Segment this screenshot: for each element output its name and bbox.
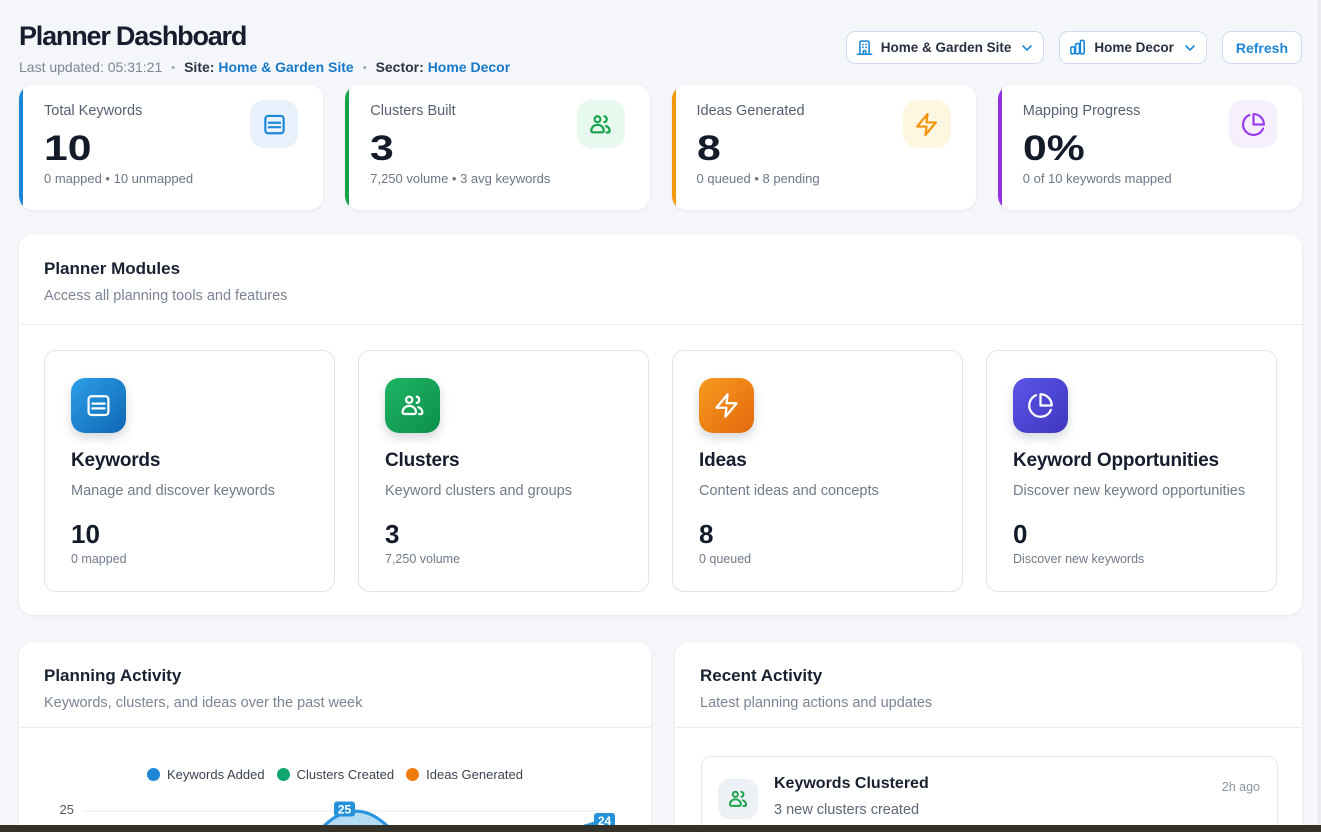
svg-text:24: 24 <box>598 814 612 828</box>
svg-text:25: 25 <box>338 802 352 816</box>
svg-text:25: 25 <box>60 802 74 817</box>
